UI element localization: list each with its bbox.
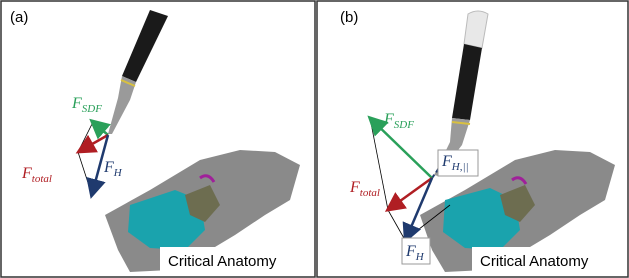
panel-a: (a) FSDF Ftotal FH Critical Anatomy [1, 1, 315, 277]
label-part: F [103, 159, 114, 176]
label-part: F [405, 243, 416, 260]
panel-b: (b) FSDF Ftotal FH FH,|| Criti [317, 1, 628, 277]
anatomy-label: Critical Anatomy [168, 253, 277, 270]
label-part: H [415, 251, 425, 263]
anatomy-label: Critical Anatomy [480, 253, 589, 270]
label-part: SDF [394, 119, 414, 131]
figure: (a) FSDF Ftotal FH Critical Anatomy (b) [0, 0, 629, 278]
label-part: F [21, 165, 32, 182]
label-part: SDF [82, 103, 102, 115]
label-part: total [360, 187, 380, 199]
label-part: H,|| [451, 161, 469, 173]
label-part: F [71, 95, 82, 112]
label-part: total [32, 173, 52, 185]
panel-label: (a) [10, 9, 28, 26]
label-part: H [113, 167, 123, 179]
label-part: F [349, 179, 360, 196]
label-part: F [441, 153, 452, 170]
panel-label: (b) [340, 9, 358, 26]
label-part: F [383, 111, 394, 128]
